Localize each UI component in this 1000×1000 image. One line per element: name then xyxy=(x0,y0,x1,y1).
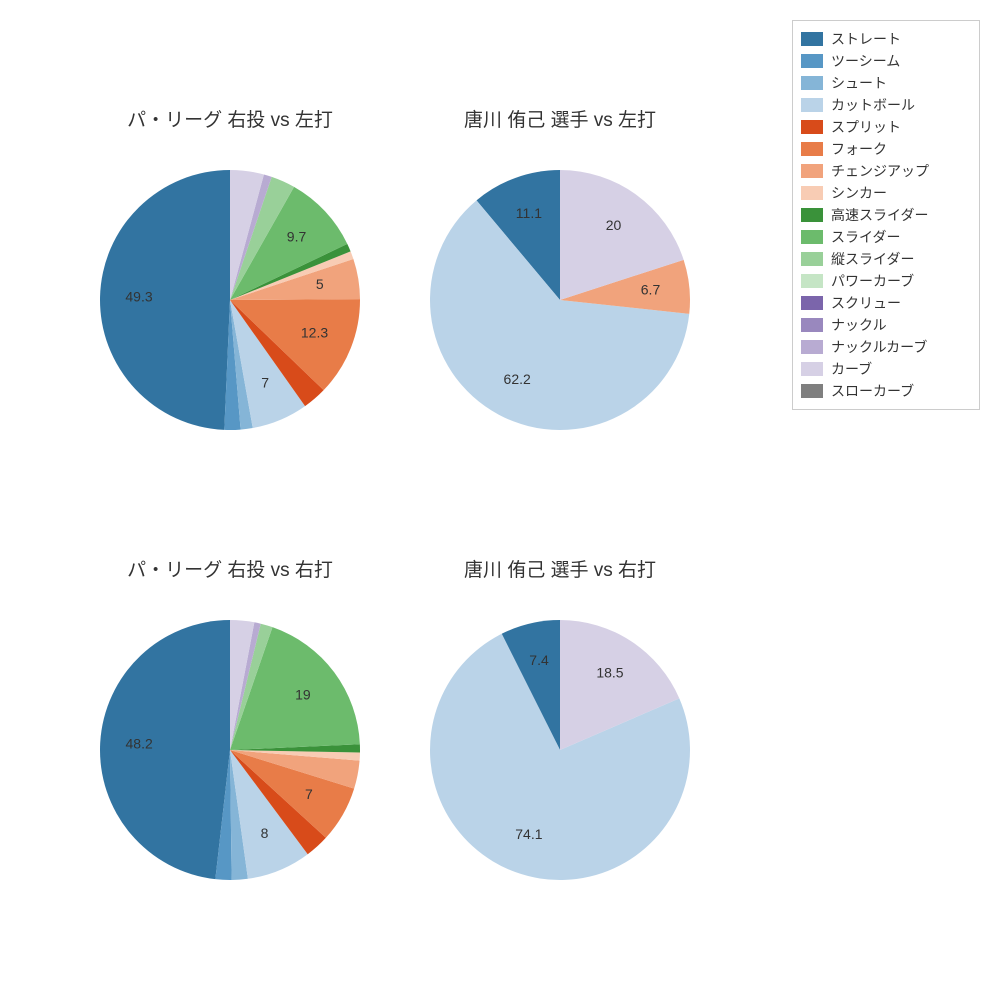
legend-swatch xyxy=(801,186,823,200)
pie-chart: 7.4 74.1 18.5 xyxy=(420,610,700,890)
legend-swatch xyxy=(801,142,823,156)
legend-label: パワーカーブ xyxy=(831,271,914,291)
slice-label: 18.5 xyxy=(596,665,623,681)
legend-item: ナックル xyxy=(801,315,971,335)
legend-label: ナックルカーブ xyxy=(831,337,927,357)
chart-title: 唐川 侑己 選手 vs 左打 xyxy=(410,105,710,132)
pie-chart: 48.2 8 7 19 xyxy=(90,610,370,890)
legend-swatch xyxy=(801,318,823,332)
legend-swatch xyxy=(801,230,823,244)
legend-label: 高速スライダー xyxy=(831,205,928,225)
legend-item: チェンジアップ xyxy=(801,161,971,181)
legend: ストレートツーシームシュートカットボールスプリットフォークチェンジアップシンカー… xyxy=(792,20,980,410)
slice-label: 8 xyxy=(261,825,269,841)
legend-item: スローカーブ xyxy=(801,381,971,401)
legend-label: スライダー xyxy=(831,227,900,247)
legend-item: ツーシーム xyxy=(801,51,971,71)
slice-label: 9.7 xyxy=(287,229,307,245)
legend-item: シンカー xyxy=(801,183,971,203)
legend-swatch xyxy=(801,252,823,266)
legend-swatch xyxy=(801,164,823,178)
pie-slice xyxy=(100,620,230,879)
slice-label: 12.3 xyxy=(301,324,328,340)
legend-item: 縦スライダー xyxy=(801,249,971,269)
legend-item: ストレート xyxy=(801,29,971,49)
slice-label: 62.2 xyxy=(504,371,531,387)
legend-item: 高速スライダー xyxy=(801,205,971,225)
legend-swatch xyxy=(801,362,823,376)
legend-swatch xyxy=(801,340,823,354)
slice-label: 20 xyxy=(606,217,622,233)
legend-label: ストレート xyxy=(831,29,901,49)
legend-item: スライダー xyxy=(801,227,971,247)
slice-label: 6.7 xyxy=(641,281,661,297)
legend-label: カーブ xyxy=(831,359,872,379)
legend-item: シュート xyxy=(801,73,971,93)
legend-swatch xyxy=(801,384,823,398)
chart-title: パ・リーグ 右投 vs 左打 xyxy=(80,105,380,132)
legend-swatch xyxy=(801,32,823,46)
legend-swatch xyxy=(801,76,823,90)
slice-label: 48.2 xyxy=(126,736,153,752)
legend-swatch xyxy=(801,98,823,112)
pie-chart: 49.3 7 12.3 5 9.7 xyxy=(90,160,370,440)
slice-label: 7 xyxy=(305,786,313,802)
legend-label: カットボール xyxy=(831,95,915,115)
legend-label: スローカーブ xyxy=(831,381,914,401)
legend-swatch xyxy=(801,296,823,310)
legend-swatch xyxy=(801,120,823,134)
slice-label: 5 xyxy=(316,276,324,292)
legend-swatch xyxy=(801,274,823,288)
legend-item: パワーカーブ xyxy=(801,271,971,291)
legend-label: スクリュー xyxy=(831,293,901,313)
legend-label: シンカー xyxy=(831,183,887,203)
legend-label: ツーシーム xyxy=(831,51,900,71)
legend-item: カットボール xyxy=(801,95,971,115)
slice-label: 11.1 xyxy=(516,205,542,221)
slice-label: 7.4 xyxy=(529,652,549,668)
legend-item: スクリュー xyxy=(801,293,971,313)
pie-chart: 11.1 62.2 6.7 20 xyxy=(420,160,700,440)
legend-item: カーブ xyxy=(801,359,971,379)
legend-item: スプリット xyxy=(801,117,971,137)
legend-label: チェンジアップ xyxy=(831,161,929,181)
slice-label: 19 xyxy=(295,686,311,702)
slice-label: 74.1 xyxy=(515,826,542,842)
legend-label: 縦スライダー xyxy=(831,249,914,269)
legend-item: ナックルカーブ xyxy=(801,337,971,357)
legend-swatch xyxy=(801,54,823,68)
pie-slice xyxy=(100,170,230,430)
chart-title: パ・リーグ 右投 vs 右打 xyxy=(80,555,380,582)
slice-label: 49.3 xyxy=(125,289,152,305)
legend-swatch xyxy=(801,208,823,222)
chart-title: 唐川 侑己 選手 vs 右打 xyxy=(410,555,710,582)
legend-label: スプリット xyxy=(831,117,901,137)
slice-label: 7 xyxy=(261,375,269,391)
legend-label: フォーク xyxy=(831,139,887,159)
legend-label: ナックル xyxy=(831,315,887,335)
legend-label: シュート xyxy=(831,73,887,93)
legend-item: フォーク xyxy=(801,139,971,159)
